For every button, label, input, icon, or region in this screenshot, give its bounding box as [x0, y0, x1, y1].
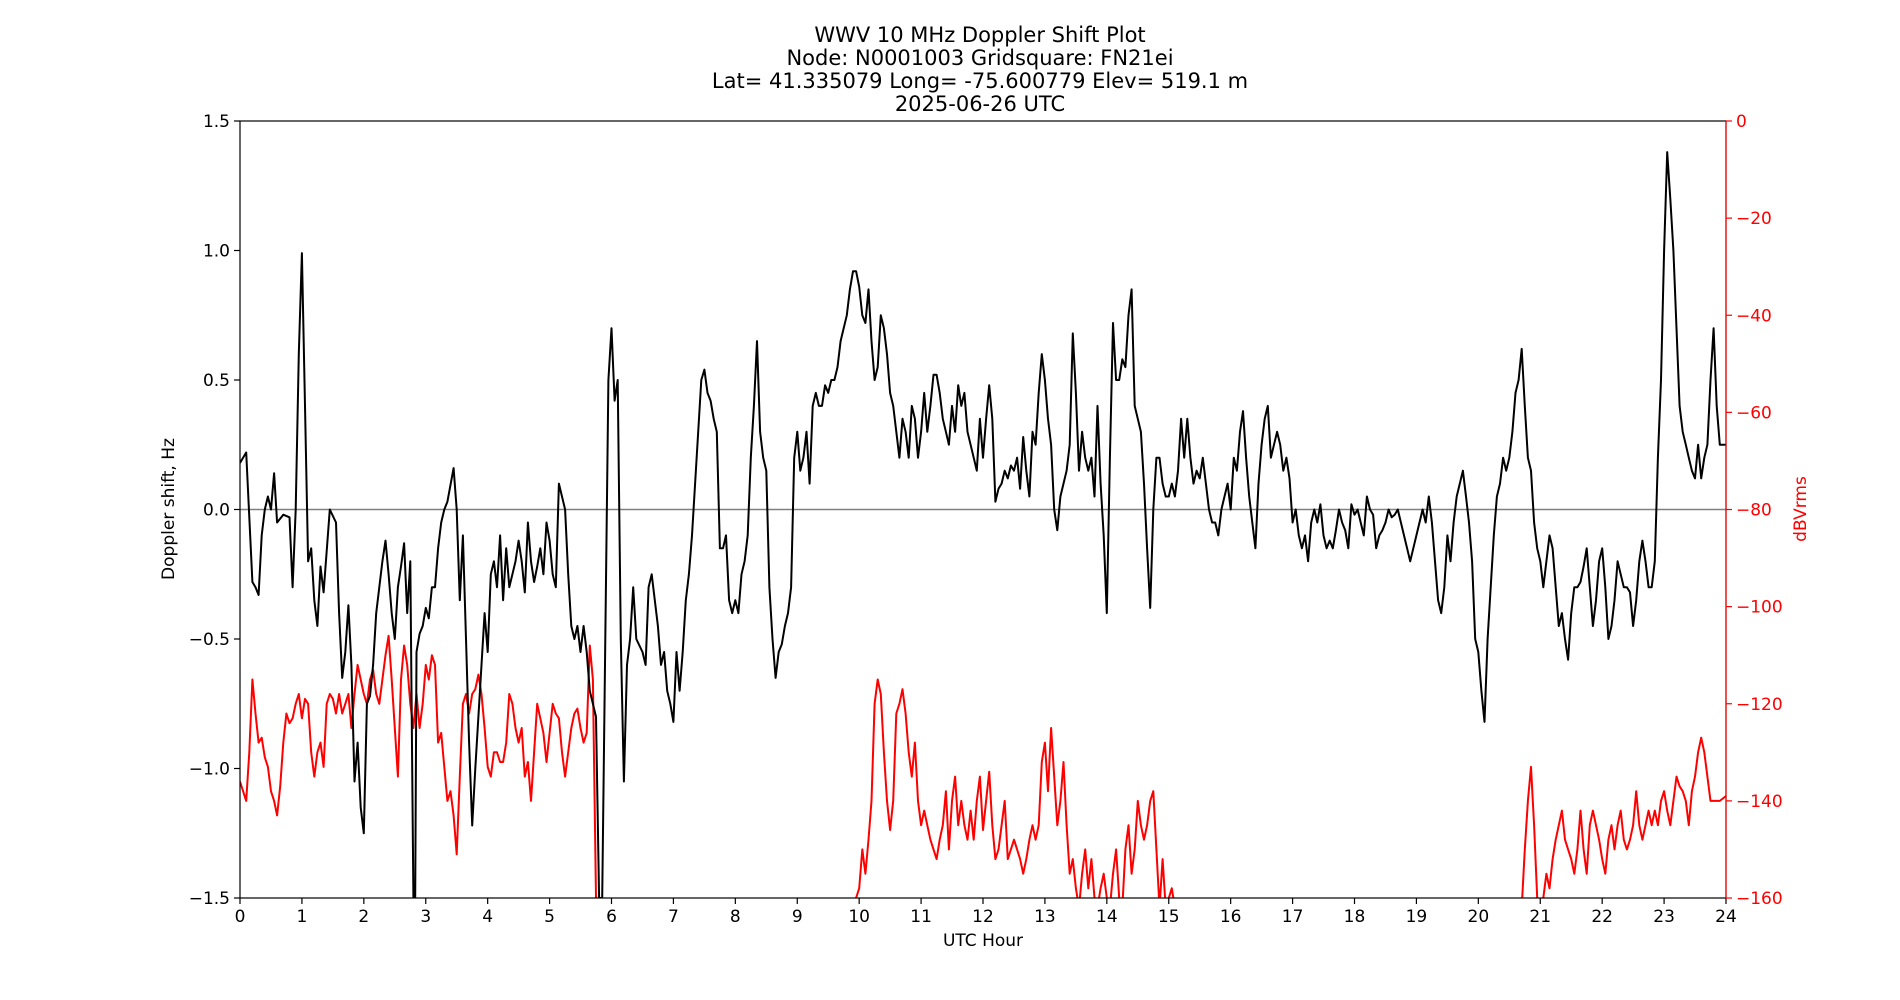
x-tick-label: 11 [910, 907, 932, 927]
x-tick-label: 13 [1034, 907, 1056, 927]
title-line-3: Lat= 41.335079 Long= -75.600779 Elev= 51… [712, 69, 1248, 93]
doppler-shift-series [240, 151, 1726, 898]
x-tick-label: 16 [1220, 907, 1242, 927]
right-y-tick-label: −120 [1736, 695, 1783, 715]
left-y-tick-label: 1.5 [203, 112, 230, 132]
x-tick-label: 2 [358, 907, 369, 927]
x-tick-label: 7 [668, 907, 679, 927]
x-tick-label: 8 [730, 907, 741, 927]
right-y-tick-label: −60 [1736, 403, 1772, 423]
right-y-tick-label: −80 [1736, 501, 1772, 521]
x-tick-label: 12 [972, 907, 994, 927]
right-y-axis: 0 −20 −40 −60 −80 −100 −120 −140 −160 [1726, 112, 1783, 909]
signal-power-series [240, 634, 1726, 898]
left-y-tick-label: 0.5 [203, 371, 230, 391]
right-y-axis-label: dBVrms [1791, 476, 1811, 542]
left-y-tick-label: −1.0 [189, 760, 230, 780]
x-axis-label: UTC Hour [943, 931, 1023, 951]
x-tick-label: 17 [1282, 907, 1304, 927]
right-y-tick-label: −140 [1736, 792, 1783, 812]
x-tick-label: 21 [1529, 907, 1551, 927]
left-y-tick-label: 0.0 [203, 501, 230, 521]
x-tick-label: 10 [848, 907, 870, 927]
x-tick-label: 23 [1653, 907, 1675, 927]
x-tick-label: 9 [792, 907, 803, 927]
x-tick-label: 4 [482, 907, 493, 927]
x-tick-label: 5 [544, 907, 555, 927]
x-tick-label: 20 [1468, 907, 1490, 927]
title-line-1: WWV 10 MHz Doppler Shift Plot [814, 23, 1145, 47]
right-y-tick-label: −20 [1736, 209, 1772, 229]
chart-title: WWV 10 MHz Doppler Shift Plot Node: N000… [712, 23, 1248, 116]
x-tick-label: 1 [297, 907, 308, 927]
left-y-tick-label: −0.5 [189, 630, 230, 650]
left-y-axis-label: Doppler shift, Hz [159, 438, 179, 580]
x-tick-label: 24 [1715, 907, 1737, 927]
x-tick-label: 19 [1406, 907, 1428, 927]
x-tick-label: 6 [606, 907, 617, 927]
x-tick-label: 22 [1591, 907, 1613, 927]
x-tick-label: 15 [1158, 907, 1180, 927]
title-line-4: 2025-06-26 UTC [895, 92, 1065, 116]
right-y-tick-label: 0 [1736, 112, 1747, 132]
left-y-axis: 1.5 1.0 0.5 0.0 −0.5 −1.0 −1.5 [189, 112, 240, 909]
x-tick-label: 3 [420, 907, 431, 927]
left-y-tick-label: 1.0 [203, 242, 230, 262]
left-y-tick-label: −1.5 [189, 889, 230, 909]
x-axis: 0 1 2 3 4 5 6 7 8 9 10 11 12 13 14 15 16 17 18 19 20 21 22 23 24 [235, 898, 1737, 927]
title-line-2: Node: N0001003 Gridsquare: FN21ei [786, 46, 1173, 70]
x-tick-label: 0 [235, 907, 246, 927]
x-tick-label: 14 [1096, 907, 1118, 927]
right-y-tick-label: −40 [1736, 306, 1772, 326]
right-y-tick-label: −160 [1736, 889, 1783, 909]
right-y-tick-label: −100 [1736, 598, 1783, 618]
x-tick-label: 18 [1344, 907, 1366, 927]
